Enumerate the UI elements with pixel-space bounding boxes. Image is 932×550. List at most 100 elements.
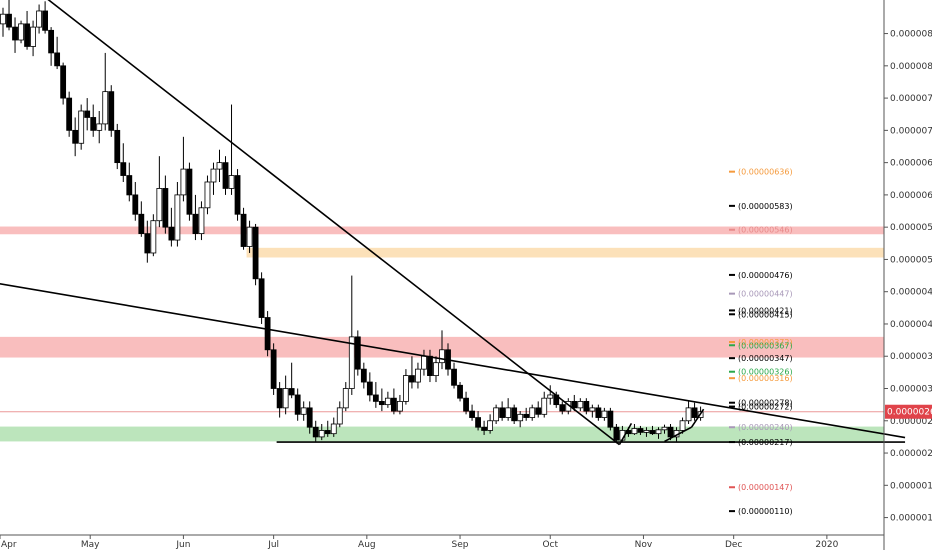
price-tick-label: 0.00000300 [890,385,932,395]
candle-body [613,426,620,441]
candle [613,423,620,444]
price-tick-label: 0.00000750 [890,94,932,104]
candle-body [60,65,67,99]
candle-body [649,430,656,435]
candle [469,404,475,421]
candle [390,388,397,415]
candle [336,401,343,428]
candle-body [691,407,698,418]
candle [463,391,469,415]
candle-body [541,397,548,415]
time-tick-label: Oct [542,540,558,550]
level-labels: (0.00000636) (0.00000583) (0.00000546) (0.0… [729,168,793,516]
candle [258,272,265,324]
candle-body [366,381,373,396]
candle-body [529,407,536,418]
candle-body [421,355,427,370]
time-tick-label: Dec [725,540,742,550]
candle [577,398,584,412]
candle-body [583,401,590,412]
candle [162,175,169,234]
price-tick-label: 0.00000150 [890,481,932,491]
time-tick-label: Apr [1,540,17,550]
candle [120,143,127,182]
candle [649,425,656,435]
candle-body [78,110,85,144]
level-label: (0.00000372) [738,338,793,347]
candle [348,275,355,395]
trend-line-4[interactable] [664,426,692,443]
candle-body [288,388,295,396]
candle-body [415,368,421,383]
candle [601,407,608,421]
candle-body [186,168,193,215]
candle [661,424,668,434]
candle-body [427,355,433,376]
candle [559,401,566,415]
candle [457,382,463,402]
candle [403,369,409,405]
candle [84,98,91,131]
time-tick-label: Aug [358,540,376,550]
candle-body [180,168,187,196]
price-tick-label: 0.00000400 [890,320,932,330]
candle [72,117,79,157]
candle-body [439,349,445,364]
price-tick-label: 0.00000650 [890,159,932,169]
candle-body [210,168,217,183]
price-axis[interactable]: 0.00000850 0.00000800 0.00000750 0.00000700… [883,0,932,550]
candle [529,404,536,421]
candle-body [264,317,271,351]
candle-body [252,226,259,280]
candle [451,362,457,389]
candle-body [12,26,18,41]
trend-line-3[interactable] [618,422,633,446]
candle [36,4,42,34]
candle-body [433,362,439,376]
candle-body [132,194,139,215]
price-tick-label: 0.00000700 [890,126,932,136]
candle [276,382,283,418]
candle [54,36,61,70]
candle [78,104,85,150]
level-label: (0.00000447) [738,290,793,299]
time-axis[interactable]: Apr May Jun Jul Aug Sep Oct Nov Dec 2020 [0,534,884,550]
time-tick-label: Jun [175,540,190,550]
candle-body [336,407,343,425]
candle [409,356,415,389]
candle-body [661,426,668,431]
candle-body [679,420,686,431]
trend-line-5[interactable] [690,408,705,428]
price-tick-label: 0.00000350 [890,352,932,362]
trend-line-1[interactable] [0,283,906,439]
candle [595,404,602,421]
candle-body [348,336,355,389]
candle [415,362,421,389]
candle [264,311,271,357]
candle [360,362,367,389]
candle [186,162,193,221]
candle [342,382,349,412]
trend-line-0[interactable] [42,0,620,446]
candle [583,398,590,415]
zone-red-0 [0,226,884,235]
candle [108,85,115,137]
candle [679,417,686,434]
candle-body [84,110,91,118]
candle-body [108,91,115,131]
candle-body [90,117,97,131]
candle-body [18,23,24,41]
candle-body [0,13,6,25]
candle [487,414,494,434]
candle [318,423,325,441]
candle-body [493,407,500,422]
candle-body [481,426,487,431]
candle-body [42,10,49,31]
candle [48,27,55,66]
candle-body [222,162,229,189]
candle-body [240,213,247,247]
candle-body [523,413,530,418]
candle-body [535,407,542,415]
candle-body [234,175,241,215]
